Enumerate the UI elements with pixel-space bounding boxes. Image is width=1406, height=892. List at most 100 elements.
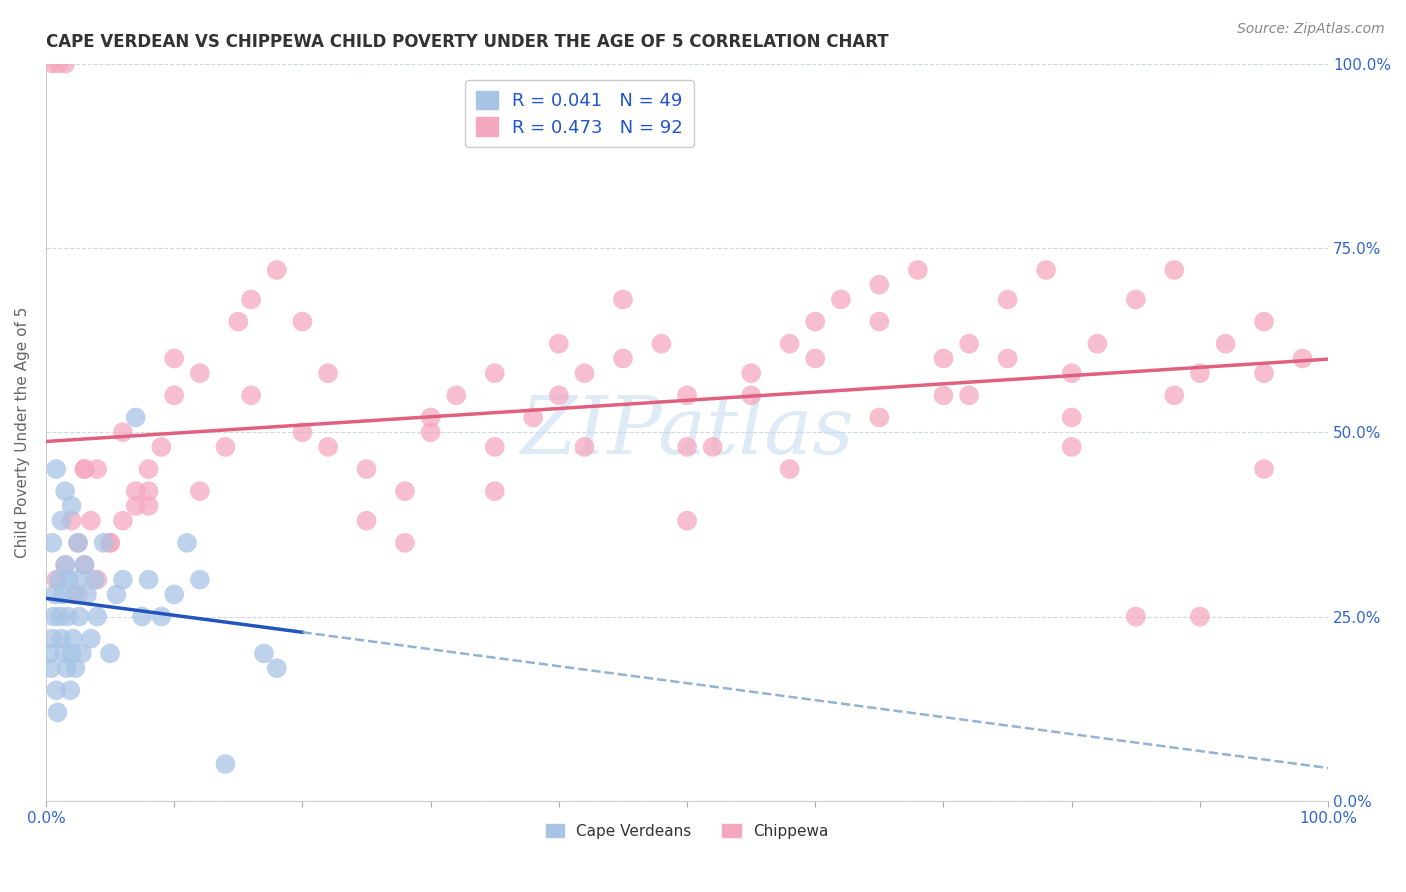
Point [804,315,827,329]
Point [804,351,827,366]
Point [58,573,80,587]
Point [868,410,890,425]
Text: CAPE VERDEAN VS CHIPPEWA CHILD POVERTY UNDER THE AGE OF 5 CORRELATION CHART: CAPE VERDEAN VS CHIPPEWA CHILD POVERTY U… [46,33,889,51]
Point [266,263,288,277]
Point [76,587,98,601]
Point [356,514,378,528]
Point [676,440,699,454]
Point [66,536,89,550]
Point [907,263,929,277]
Point [163,587,186,601]
Point [291,425,314,440]
Point [66,536,89,550]
Point [612,293,634,307]
Point [44,587,66,601]
Point [1188,609,1211,624]
Point [55,661,77,675]
Point [138,499,160,513]
Point [188,484,211,499]
Point [779,336,801,351]
Point [253,647,276,661]
Point [66,573,89,587]
Point [316,366,339,380]
Point [111,425,134,440]
Point [60,499,83,513]
Point [66,587,89,601]
Point [1291,351,1313,366]
Point [676,514,699,528]
Point [316,440,339,454]
Point [547,388,569,402]
Point [98,536,121,550]
Point [93,536,115,550]
Point [419,410,441,425]
Point [484,440,506,454]
Point [70,647,93,661]
Point [1253,366,1275,380]
Point [80,514,103,528]
Point [997,351,1019,366]
Point [574,440,596,454]
Point [138,573,160,587]
Point [419,425,441,440]
Point [1125,609,1147,624]
Point [138,484,160,499]
Point [46,706,69,720]
Point [59,683,82,698]
Point [1060,440,1083,454]
Point [1125,293,1147,307]
Point [53,558,76,572]
Point [1060,366,1083,380]
Point [188,366,211,380]
Point [60,514,83,528]
Point [62,632,84,646]
Point [80,632,103,646]
Point [60,647,83,661]
Point [53,484,76,499]
Point [41,56,63,70]
Point [163,388,186,402]
Point [98,647,121,661]
Point [52,587,75,601]
Text: ZIPatlas: ZIPatlas [520,393,853,471]
Point [240,388,263,402]
Legend: Cape Verdeans, Chippewa: Cape Verdeans, Chippewa [540,818,834,845]
Point [356,462,378,476]
Point [48,573,70,587]
Point [291,315,314,329]
Point [214,440,236,454]
Point [830,293,852,307]
Point [394,536,416,550]
Point [63,587,86,601]
Point [650,336,672,351]
Point [42,609,65,624]
Point [41,632,63,646]
Point [188,573,211,587]
Point [779,462,801,476]
Point [45,683,67,698]
Point [676,388,699,402]
Point [98,536,121,550]
Point [484,484,506,499]
Point [105,587,128,601]
Point [56,609,79,624]
Point [868,277,890,292]
Point [1215,336,1237,351]
Point [1253,462,1275,476]
Point [125,484,148,499]
Point [1188,366,1211,380]
Point [52,647,75,661]
Point [150,609,173,624]
Point [138,462,160,476]
Point [522,410,544,425]
Point [163,351,186,366]
Point [932,388,955,402]
Point [1035,263,1057,277]
Point [86,609,108,624]
Point [214,757,236,772]
Point [73,462,96,476]
Text: Source: ZipAtlas.com: Source: ZipAtlas.com [1237,22,1385,37]
Point [45,573,67,587]
Point [53,558,76,572]
Point [574,366,596,380]
